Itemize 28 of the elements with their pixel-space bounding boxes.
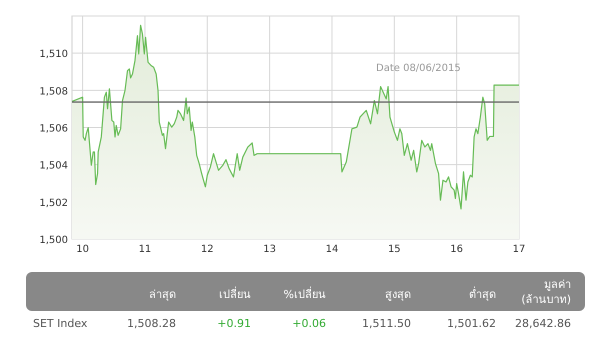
x-tick-label: 12 <box>200 244 214 255</box>
y-tick-label: 1,502 <box>39 198 68 209</box>
x-tick-label: 11 <box>138 244 152 255</box>
x-tick-label: 14 <box>326 244 338 255</box>
data-label: +0.06 <box>292 317 326 330</box>
category-label: ต่ำสุด <box>469 286 496 301</box>
x-tick-label: 15 <box>388 244 401 255</box>
category-label: มูลค่า (ล้านบาท) <box>521 278 571 306</box>
x-tick-label: 10 <box>76 244 89 255</box>
category-label: สูงสุด <box>385 288 411 301</box>
data-label: 28,642.86 <box>515 317 571 330</box>
y-tick-label: 1,504 <box>39 160 68 172</box>
y-tick-label: 1,506 <box>39 124 68 134</box>
y-tick-label: 1,500 <box>39 235 68 246</box>
annotation: Date 08/06/2015 <box>376 63 461 74</box>
category-label: ล่าสุด <box>149 288 176 301</box>
category-label: เปลี่ยน <box>219 286 251 301</box>
category-label: %เปลี่ยน <box>284 286 326 301</box>
data-label: 1,501.62 <box>447 317 496 330</box>
data-label: +0.91 <box>217 317 251 330</box>
x-tick-label: 13 <box>263 244 276 255</box>
y-tick-label: 1,508 <box>39 86 68 98</box>
text: SET Index <box>33 317 88 330</box>
y-tick-label: 1,510 <box>39 49 68 60</box>
x-tick-label: 16 <box>450 244 464 255</box>
x-tick-label: 17 <box>512 244 526 255</box>
data-label: 1,511.50 <box>362 317 411 330</box>
data-label: 1,508.28 <box>127 317 176 330</box>
